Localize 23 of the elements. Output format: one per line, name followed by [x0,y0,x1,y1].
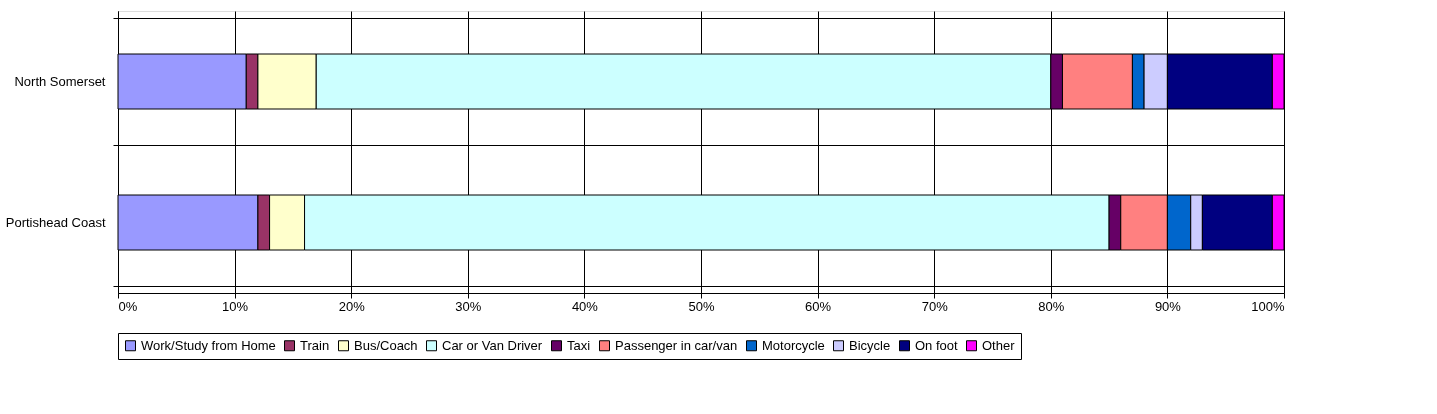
legend-label: Train [300,337,330,353]
legend-label: Motorcycle [762,337,825,353]
x-tick-label: 50% [688,298,715,314]
x-tick-label: 10% [222,298,249,314]
x-tick-label: 0% [118,298,138,314]
legend-label: Passenger in car/van [615,337,738,353]
y-tick-label: North Somerset [14,74,106,89]
legend-label: On foot [915,337,959,353]
x-tick-label: 20% [338,298,366,314]
x-tick-label: 90% [1154,298,1182,314]
x-tick-label: 70% [921,298,949,314]
legend-label: Other [982,337,1016,353]
x-tick-label: 60% [805,298,832,314]
x-tick-label: 40% [571,298,599,314]
x-tick-label: 30% [455,298,482,314]
y-tick-label: Portishead Coast [5,215,106,230]
legend-label: Work/Study from Home [141,337,276,353]
legend-label: Bicycle [849,337,891,353]
x-tick-label: 100% [1251,298,1285,314]
x-tick-label: 80% [1038,298,1065,314]
legend-label: Bus/Coach [354,337,418,353]
legend-label: Taxi [567,337,591,353]
legend-label: Car or Van Driver [442,337,543,353]
